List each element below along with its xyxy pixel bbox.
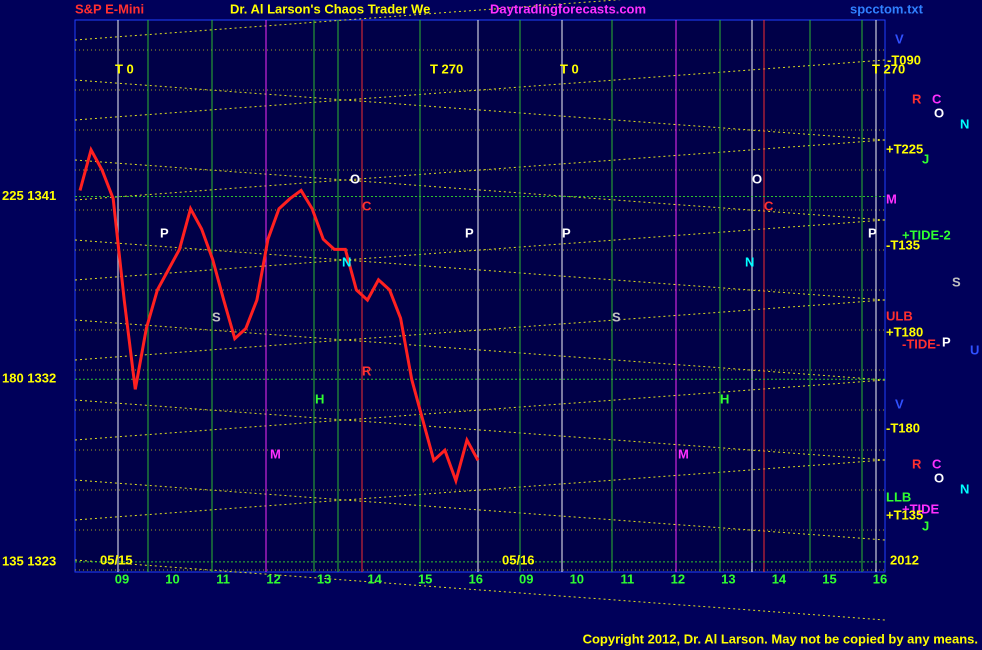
label: C [932,456,942,471]
label: R [912,91,922,106]
x-tick-label: 15 [418,571,432,586]
label: LLB [886,489,911,504]
site: Daytradingforecasts.com [490,1,646,16]
label: C [932,91,942,106]
label: T 270 [872,61,905,76]
label: -TIDE- [902,336,940,351]
dotted-line [74,319,886,381]
label: N [745,254,754,269]
label: O [934,470,944,485]
x-tick-label: 11 [216,571,230,586]
label: +T225 [886,141,923,156]
label: V [895,396,904,411]
file: spcctom.txt [850,1,924,16]
plot-area [74,19,886,573]
x-tick-label: 09 [115,571,129,586]
subtitle: Dr. Al Larson's Chaos Trader We [230,1,430,16]
label: H [720,391,729,406]
dotted-line [74,459,886,521]
label: -T180 [886,420,920,435]
label: S [612,309,621,324]
dotted-line [74,79,886,141]
label: +TIDE-2 [902,227,951,242]
dotted-line [74,399,886,461]
x-tick-label: 14 [772,571,787,586]
label: R [362,363,372,378]
date: 05/15 [100,552,133,567]
label: V [895,31,904,46]
label: J [922,518,929,533]
x-tick-label: 11 [620,571,634,586]
x-tick-label: 10 [570,571,584,586]
x-tick-label: 14 [367,571,382,586]
date: 2012 [890,552,919,567]
y-tick-label: 225 1341 [2,188,56,203]
dotted-line [74,219,886,281]
label: C [362,198,372,213]
label: S [212,309,221,324]
label: T 0 [115,61,134,76]
dotted-line [74,59,886,121]
y-tick-label: 180 1332 [2,371,56,386]
dotted-line [74,159,886,221]
label: O [934,105,944,120]
x-tick-label: 13 [721,571,735,586]
x-tick-label: 16 [873,571,887,586]
label: ULB [886,308,913,323]
label: N [342,254,351,269]
label: J [922,151,929,166]
label: +T135 [886,507,923,522]
label: T 0 [560,61,579,76]
dotted-line [74,379,886,441]
label: C [764,198,774,213]
label: -T090 [887,52,921,67]
x-tick-label: 09 [519,571,533,586]
title: S&P E-Mini [75,1,144,16]
x-tick-label: 12 [266,571,280,586]
label: N [960,116,969,131]
label: -T135 [886,237,920,252]
decoration [74,0,886,621]
dotted-line [74,299,886,361]
y-tick-label: 135 1323 [2,553,56,568]
dotted-line [74,0,622,41]
x-tick-label: 10 [165,571,179,586]
label: M [270,446,281,461]
label: +T180 [886,324,923,339]
label: T 270 [430,61,463,76]
label: U [970,342,979,357]
label: P [465,225,474,240]
label: P [562,225,571,240]
label: N [960,481,969,496]
label: R [912,456,922,471]
label: H [315,391,324,406]
dotted-line [74,139,886,201]
x-tick-label: 12 [671,571,685,586]
dotted-line [74,479,886,541]
label: S [952,274,961,289]
copyright: Copyright 2012, Dr. Al Larson. May not b… [583,631,978,646]
date: 05/16 [502,552,535,567]
label: O [752,171,762,186]
label: +TIDE [902,501,940,516]
label: P [160,225,169,240]
label: M [678,446,689,461]
x-tick-label: 16 [468,571,482,586]
marks [78,145,480,486]
dotted-line [74,559,886,621]
label: P [868,225,877,240]
x-tick-label: 15 [822,571,836,586]
annotations: T 0 T 270 T 0 T 270 V -T090 R C O N +T22… [115,31,979,533]
price-line [78,145,480,486]
label: O [350,171,360,186]
x-tick-label: 13 [317,571,331,586]
label: M [886,191,897,206]
label: P [942,334,951,349]
